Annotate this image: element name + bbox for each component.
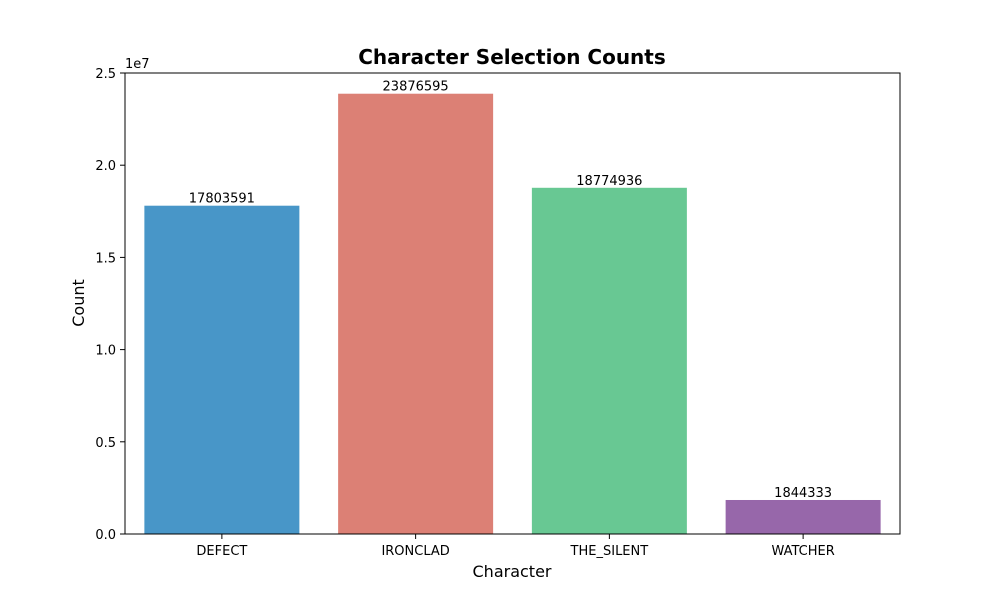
bar-defect — [144, 205, 300, 534]
y-axis-title: Count — [69, 279, 88, 327]
bar-watcher — [725, 499, 881, 534]
y-tick-label: 2.5 — [95, 67, 116, 82]
bar-value-label: 23876595 — [383, 80, 449, 95]
x-tick-label: WATCHER — [771, 544, 834, 559]
bar-ironclad — [338, 93, 494, 535]
plot-frame — [124, 72, 901, 535]
y-axis-offset-label: 1e7 — [125, 57, 150, 72]
bar-the-silent — [531, 187, 687, 535]
bar-value-label: 17803591 — [189, 192, 255, 207]
bar-value-label: 1844333 — [774, 486, 832, 501]
y-tick-label: 1.0 — [95, 344, 116, 359]
x-tick-label: THE_SILENT — [570, 544, 649, 559]
plot-area: 17803591 23876595 18774936 1844333 — [144, 80, 881, 535]
y-tick-label: 2.0 — [95, 159, 116, 174]
y-tick-label: 1.5 — [95, 251, 116, 266]
x-axis-title: Character — [473, 562, 552, 581]
y-axis: 0.0 0.5 1.0 1.5 2.0 2.5 — [95, 67, 125, 543]
bar-value-label: 18774936 — [576, 174, 642, 189]
y-tick-label: 0.0 — [95, 528, 116, 543]
x-tick-label: IRONCLAD — [381, 544, 449, 559]
chart-title: Character Selection Counts — [358, 45, 666, 69]
x-axis: DEFECT IRONCLAD THE_SILENT WATCHER — [196, 534, 835, 559]
x-tick-label: DEFECT — [196, 544, 247, 559]
y-tick-label: 0.5 — [95, 436, 116, 451]
